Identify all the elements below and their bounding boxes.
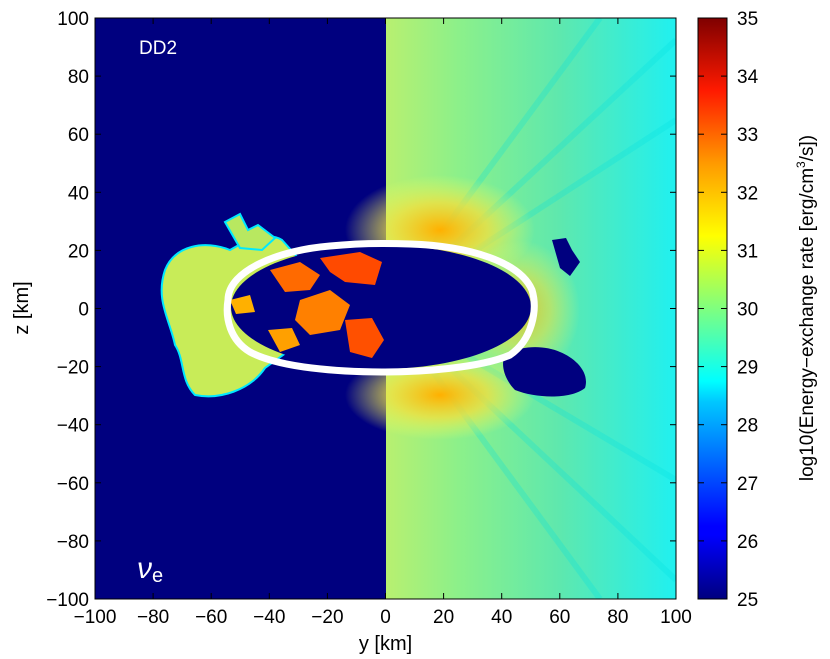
y-tick-label: 100	[57, 9, 89, 30]
colorbar-tick-label: 33	[737, 125, 758, 146]
x-tick-label: 60	[549, 607, 570, 628]
colorbar-ticks: 35 34 33 32 31 30 29 28 27 26 25	[698, 9, 759, 611]
colorbar-tick-label: 31	[737, 241, 758, 262]
colorbar-tick-label: 26	[737, 532, 758, 553]
x-tick-label: 0	[380, 607, 391, 628]
hot-spots	[230, 252, 384, 358]
y-tick-label: 80	[68, 67, 89, 88]
colorbar-tick-label: 35	[737, 9, 758, 30]
x-tick-label: −40	[253, 607, 285, 628]
y-tick-label: −100	[46, 590, 89, 611]
plot-area	[95, 18, 676, 599]
y-tick-label: 0	[78, 300, 89, 321]
y-axis-label: z [km]	[11, 281, 33, 334]
colorbar-tick-label: 29	[737, 358, 758, 379]
colorbar-tick-label: 30	[737, 300, 758, 321]
colorbar-tick-label: 27	[737, 474, 758, 495]
species-subscript: e	[152, 565, 163, 587]
model-label: DD2	[139, 38, 177, 59]
x-tick-label: 100	[660, 607, 692, 628]
x-tick-label: −20	[311, 607, 343, 628]
y-tick-label: 60	[68, 125, 89, 146]
right-blue-island-upper	[552, 238, 580, 276]
colorbar-tick-label: 34	[737, 67, 759, 88]
y-tick-label: 20	[68, 241, 89, 262]
x-tick-label: −100	[74, 607, 117, 628]
left-lobe-upper	[223, 212, 277, 252]
x-tick-label: −60	[195, 607, 227, 628]
right-blue-island	[503, 347, 586, 397]
y-tick-label: −20	[57, 358, 89, 379]
y-tick-label: 40	[68, 183, 89, 204]
colorbar-tick-label: 28	[737, 416, 758, 437]
x-axis-label: y [km]	[359, 633, 412, 655]
y-tick-label: −80	[57, 532, 89, 553]
x-tick-label: 20	[433, 607, 454, 628]
x-axis: −100 −80 −60 −40 −20 0 20 40 60 80 100	[74, 18, 692, 628]
colorbar-label: log10(Energy−exchange rate [erg/cm3/s])	[794, 135, 818, 481]
species-label: νe	[137, 552, 163, 587]
x-tick-label: 40	[491, 607, 512, 628]
colorbar-tick-label: 32	[737, 183, 758, 204]
species-symbol: ν	[137, 552, 152, 585]
x-tick-label: −80	[137, 607, 169, 628]
colorbar-tick-label: 25	[737, 590, 758, 611]
y-axis: 100 80 60 40 20 0 −20 −40 −60 −80 −100	[46, 9, 676, 611]
y-tick-label: −40	[57, 416, 89, 437]
x-tick-label: 80	[607, 607, 628, 628]
y-tick-label: −60	[57, 474, 89, 495]
contour-line	[223, 239, 538, 376]
